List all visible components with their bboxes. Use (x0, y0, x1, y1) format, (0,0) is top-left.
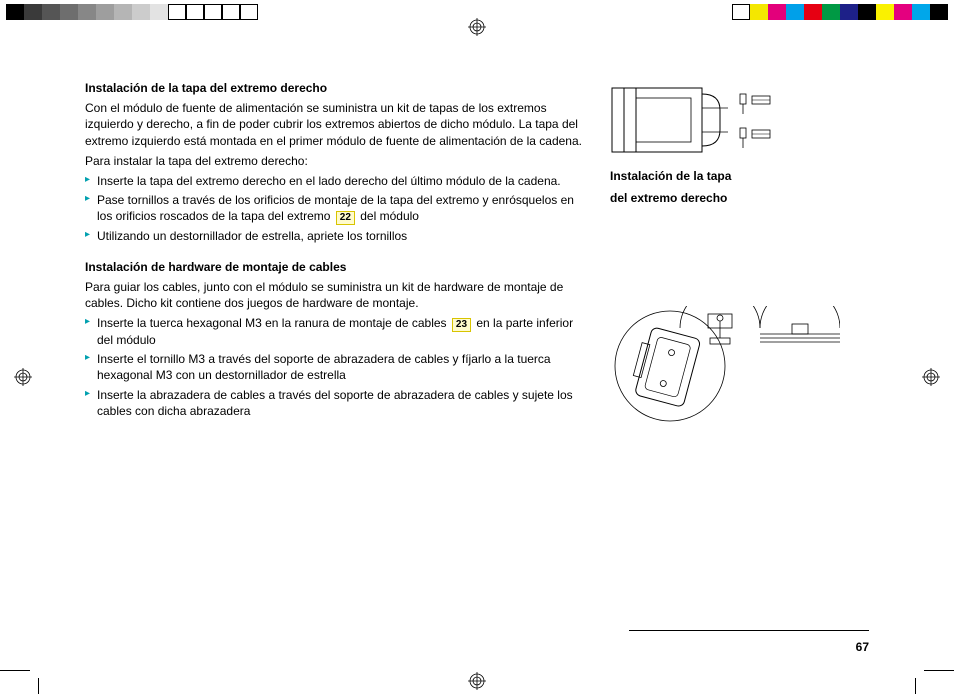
color-swatch (804, 4, 822, 20)
callout-number: 22 (336, 211, 355, 225)
instruction-text: Utilizando un destornillador de estrella… (97, 229, 407, 243)
color-swatch (750, 4, 768, 20)
instruction-item: Inserte la abrazadera de cables a través… (85, 387, 590, 419)
color-swatch (786, 4, 804, 20)
color-bar-left (6, 4, 258, 20)
color-swatch (60, 4, 78, 20)
figure-caption: del extremo derecho (610, 191, 870, 207)
color-swatch (240, 4, 258, 20)
color-swatch (204, 4, 222, 20)
instruction-text: Inserte el tornillo M3 a través del sopo… (97, 352, 551, 382)
figure-cable-mount (610, 306, 870, 429)
color-swatch (42, 4, 60, 20)
registration-mark-icon (468, 18, 486, 36)
section-paragraph: Para guiar los cables, junto con el módu… (85, 279, 590, 311)
color-swatch (768, 4, 786, 20)
instruction-item: Utilizando un destornillador de estrella… (85, 228, 590, 244)
registration-mark-icon (922, 368, 940, 386)
color-swatch (114, 4, 132, 20)
instruction-text: Inserte la abrazadera de cables a través… (97, 388, 573, 418)
section-end-cover: Instalación de la tapa del extremo derec… (85, 80, 590, 245)
instruction-list: Inserte la tuerca hexagonal M3 en la ran… (85, 315, 590, 419)
page-body: Instalación de la tapa del extremo derec… (85, 80, 870, 433)
instruction-text: del módulo (357, 209, 419, 223)
color-swatch (168, 4, 186, 20)
color-swatch (930, 4, 948, 20)
crop-mark (0, 670, 30, 671)
main-column: Instalación de la tapa del extremo derec… (85, 80, 610, 433)
crop-mark (38, 678, 39, 694)
section-paragraph: Para instalar la tapa del extremo derech… (85, 153, 590, 169)
section-heading: Instalación de hardware de montaje de ca… (85, 259, 590, 275)
color-swatch (876, 4, 894, 20)
color-swatch (858, 4, 876, 20)
instruction-text: Inserte la tapa del extremo derecho en e… (97, 174, 561, 188)
color-swatch (912, 4, 930, 20)
registration-mark-icon (468, 672, 486, 690)
color-swatch (150, 4, 168, 20)
section-paragraph: Con el módulo de fuente de alimentación … (85, 100, 590, 149)
color-bar-right (732, 4, 948, 20)
color-swatch (822, 4, 840, 20)
footer-rule (629, 630, 869, 631)
cable-mount-illustration-icon (610, 306, 840, 426)
section-heading: Instalación de la tapa del extremo derec… (85, 80, 590, 96)
side-column: Instalación de la tapa del extremo derec… (610, 80, 870, 433)
page-number: 67 (856, 640, 869, 654)
instruction-item: Inserte la tuerca hexagonal M3 en la ran… (85, 315, 590, 348)
instruction-item: Pase tornillos a través de los orificios… (85, 192, 590, 225)
color-swatch (186, 4, 204, 20)
color-swatch (78, 4, 96, 20)
instruction-item: Inserte el tornillo M3 a través del sopo… (85, 351, 590, 383)
section-cable-mount: Instalación de hardware de montaje de ca… (85, 259, 590, 420)
color-swatch (840, 4, 858, 20)
crop-mark (915, 678, 916, 694)
color-swatch (24, 4, 42, 20)
color-swatch (96, 4, 114, 20)
color-swatch (732, 4, 750, 20)
registration-mark-icon (14, 368, 32, 386)
crop-mark (924, 670, 954, 671)
end-cover-illustration-icon (610, 80, 800, 160)
color-swatch (222, 4, 240, 20)
figure-end-cover: Instalación de la tapa del extremo derec… (610, 80, 870, 206)
color-swatch (132, 4, 150, 20)
instruction-list: Inserte la tapa del extremo derecho en e… (85, 173, 590, 245)
color-swatch (6, 4, 24, 20)
callout-number: 23 (452, 318, 471, 332)
instruction-text: Inserte la tuerca hexagonal M3 en la ran… (97, 316, 450, 330)
color-swatch (894, 4, 912, 20)
figure-caption: Instalación de la tapa (610, 169, 870, 185)
instruction-item: Inserte la tapa del extremo derecho en e… (85, 173, 590, 189)
